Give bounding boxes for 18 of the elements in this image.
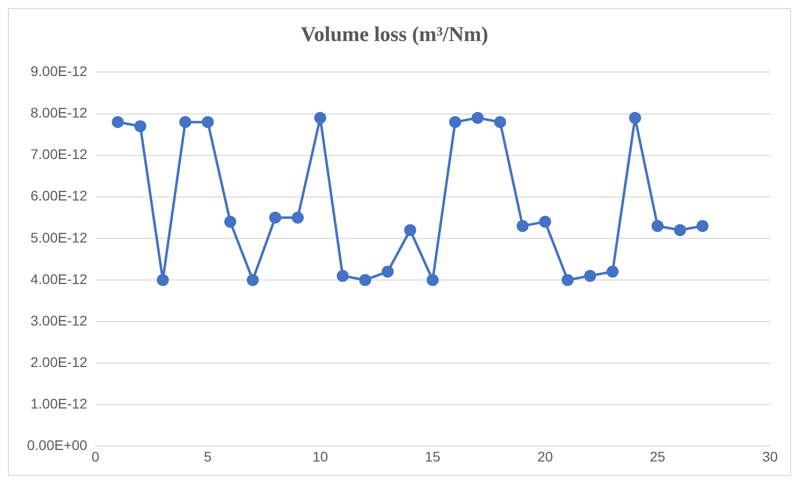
y-tick-label: 9.00E-12 [30, 63, 88, 80]
x-tick-label: 25 [650, 448, 666, 464]
x-tick-label: 0 [91, 448, 100, 464]
x-tick-label: 15 [424, 448, 441, 464]
chart-title: Volume loss (m³/Nm) [300, 22, 488, 46]
y-tick-label: 0.00E+00 [26, 437, 88, 454]
x-tick-label: 20 [537, 448, 554, 464]
y-tick-label: 8.00E-12 [30, 104, 88, 121]
y-tick-label: 7.00E-12 [30, 146, 88, 162]
x-tick-label: 5 [204, 448, 212, 464]
y-tick-label: 6.00E-12 [30, 188, 88, 204]
y-tick-label: 4.00E-12 [30, 270, 88, 287]
x-tick-label: 30 [762, 448, 778, 464]
x-tick-label: 10 [312, 448, 328, 464]
y-tick-label: 2.00E-12 [30, 354, 88, 370]
y-tick-label: 3.00E-12 [30, 312, 88, 328]
y-tick-label: 5.00E-12 [30, 229, 88, 246]
y-tick-label: 1.00E-12 [30, 396, 88, 412]
